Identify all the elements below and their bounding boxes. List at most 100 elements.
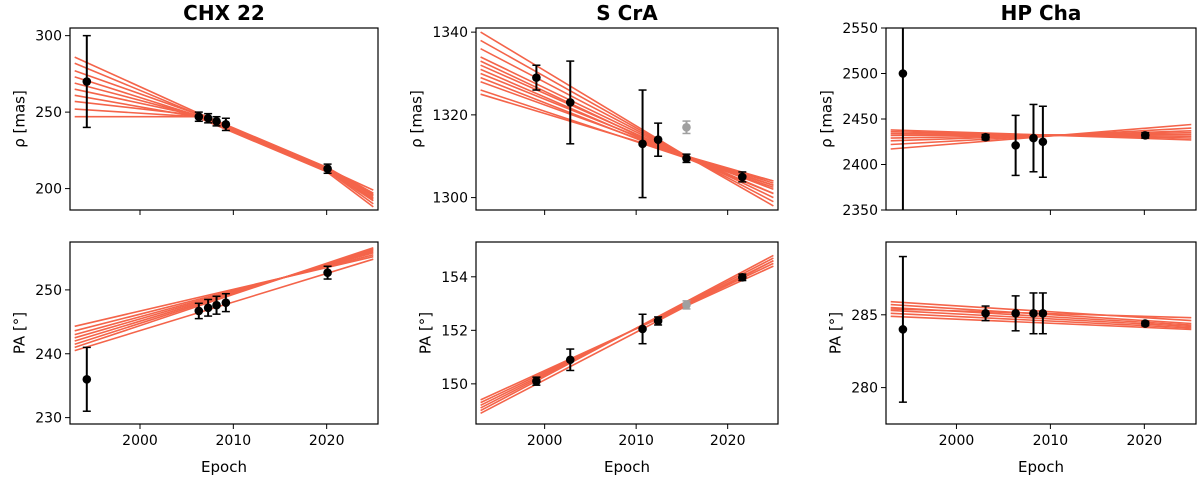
- data-point: [1011, 309, 1020, 318]
- y-tick-label: 280: [851, 381, 878, 397]
- fit-lines: [480, 31, 774, 207]
- fit-lines: [890, 123, 1192, 150]
- y-tick-label: 2350: [842, 203, 878, 219]
- panel-chx-22-separation: 200 250 300 ρ [mas] CHX 22: [10, 1, 379, 215]
- y-tick-label: 200: [35, 182, 62, 198]
- data-points: [898, 28, 1150, 210]
- y-tick-label: 2500: [842, 67, 878, 83]
- data-point: [194, 306, 204, 316]
- x-tick-label: 2020: [1127, 433, 1163, 449]
- data-point: [532, 376, 541, 386]
- y-tick-label: 152: [441, 323, 468, 339]
- panel-hp-cha-position_angle: 2000 2010 2020 280 285 PA [°] Epoch: [826, 241, 1197, 476]
- fit-line: [480, 259, 774, 415]
- data-point: [1140, 131, 1150, 140]
- x-tick-label: 2010: [216, 433, 252, 449]
- data-points: [532, 60, 747, 199]
- data-point: [565, 355, 575, 365]
- y-tick-label: 1320: [432, 108, 468, 124]
- y-tick-label: 2550: [842, 21, 878, 37]
- axes-frame: [885, 241, 1197, 425]
- excluded-data-point: [682, 122, 691, 132]
- data-point: [203, 303, 213, 313]
- fit-line: [890, 129, 1192, 141]
- excluded-data-point: [682, 300, 691, 310]
- y-tick-label: 1340: [432, 25, 468, 41]
- chart-title: CHX 22: [183, 1, 265, 25]
- y-tick-label: 250: [35, 283, 62, 299]
- axes-frame: [69, 241, 379, 425]
- fit-line: [74, 115, 374, 208]
- fit-line: [74, 254, 374, 332]
- y-axis-label: PA [°]: [416, 312, 434, 354]
- data-point: [898, 69, 908, 78]
- fit-lines: [74, 56, 374, 208]
- data-point: [738, 172, 747, 182]
- fit-lines: [480, 254, 774, 415]
- data-points: [82, 265, 332, 412]
- fit-line: [74, 82, 374, 196]
- data-point: [532, 73, 541, 82]
- axes-frame: [885, 27, 1197, 211]
- y-tick-label: 2400: [842, 158, 878, 174]
- panel-s-cra-separation: 1300 1320 1340 ρ [mas] S CrA: [407, 1, 779, 215]
- axes-frame: [475, 27, 779, 211]
- x-tick-label: 2000: [527, 433, 563, 449]
- data-point: [682, 153, 691, 163]
- y-tick-label: 150: [441, 377, 468, 393]
- x-tick-label: 2020: [309, 433, 345, 449]
- y-tick-label: 285: [851, 308, 878, 324]
- fit-line: [480, 265, 774, 401]
- axes-frame: [69, 27, 379, 211]
- fit-line: [74, 100, 374, 191]
- data-point: [565, 98, 575, 107]
- y-axis-label: PA [°]: [826, 312, 844, 354]
- x-tick-label: 2020: [710, 433, 746, 449]
- data-point: [221, 298, 231, 307]
- fit-line: [890, 312, 1192, 329]
- data-point: [1029, 309, 1038, 318]
- data-point: [738, 273, 747, 282]
- fit-line: [480, 93, 774, 182]
- data-point: [221, 120, 231, 129]
- y-tick-label: 300: [35, 29, 62, 45]
- data-point: [1029, 133, 1038, 143]
- data-point: [981, 309, 990, 318]
- data-point: [1140, 319, 1150, 328]
- y-tick-label: 230: [35, 411, 62, 427]
- chart-title: HP Cha: [1001, 1, 1082, 25]
- data-point: [638, 324, 647, 334]
- axes-frame: [475, 241, 779, 425]
- y-axis-label: ρ [mas]: [407, 90, 425, 148]
- data-point: [1038, 137, 1048, 147]
- fit-line: [74, 255, 374, 328]
- chart-title: S CrA: [596, 1, 658, 25]
- y-tick-label: 154: [441, 270, 468, 286]
- panel-chx-22-position_angle: 2000 2010 2020 230 240 250 PA [°] Epoch: [10, 241, 379, 476]
- fit-line: [74, 70, 374, 197]
- data-point: [323, 268, 332, 277]
- data-point: [653, 316, 663, 326]
- data-point: [1011, 141, 1020, 150]
- panel-hp-cha-separation: 2350 2400 2450 2500 2550 ρ [mas] HP Cha: [817, 1, 1197, 219]
- data-point: [981, 132, 990, 142]
- panel-s-cra-position_angle: 2000 2010 2020 150 152 154 PA [°] Epoch: [416, 241, 779, 476]
- data-point: [212, 300, 221, 310]
- x-axis-label: Epoch: [201, 458, 247, 476]
- fit-line: [480, 31, 774, 207]
- data-point: [212, 116, 221, 126]
- plots-layer: 200 250 300 ρ [mas] CHX 22 1300 1320 1340 ρ [mas…: [10, 1, 1197, 476]
- data-point: [898, 325, 908, 334]
- fit-line: [74, 246, 374, 349]
- data-point: [653, 135, 663, 144]
- data-points: [532, 273, 747, 386]
- x-tick-label: 2010: [618, 433, 654, 449]
- y-tick-label: 1300: [432, 191, 468, 207]
- fit-line: [890, 315, 1192, 331]
- data-points: [82, 34, 332, 175]
- data-point: [194, 112, 204, 122]
- data-point: [82, 77, 92, 86]
- data-point: [203, 113, 213, 123]
- data-points: [898, 255, 1150, 403]
